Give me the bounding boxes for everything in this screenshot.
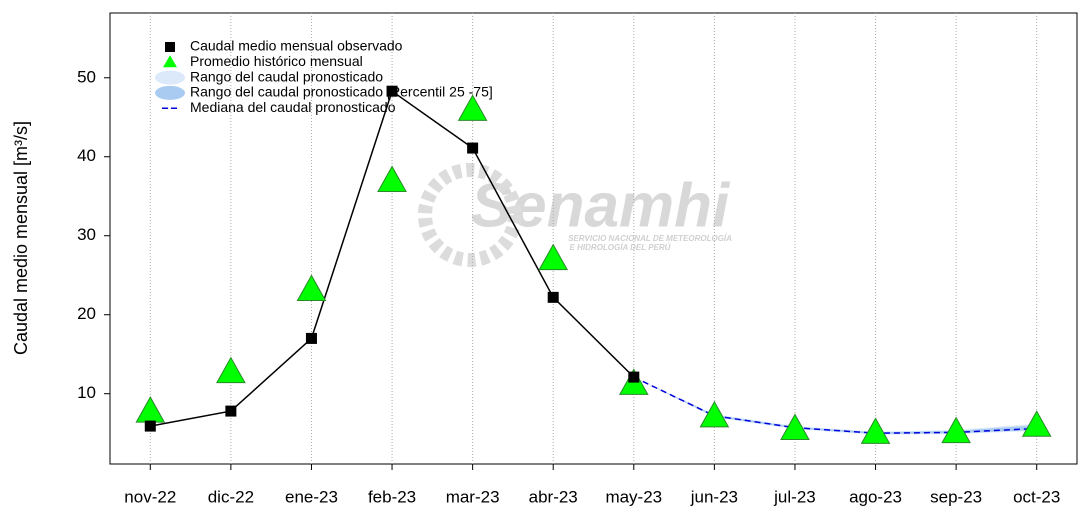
watermark-sub: E HIDROLOGÍA DEL PERÚ [570, 243, 671, 252]
legend-label: Promedio histórico mensual [190, 53, 363, 69]
observed-marker [547, 291, 559, 303]
historical-marker [1021, 410, 1052, 437]
observed-marker [467, 142, 479, 154]
plot-frame [109, 12, 1078, 465]
watermark-sub: SERVICIO NACIONAL DE METEOROLOGÍA [568, 234, 732, 243]
historical-marker [780, 413, 810, 440]
historical-marker [457, 94, 488, 121]
forecast-band [633, 377, 1037, 435]
historical-marker [216, 356, 246, 384]
observed-marker [144, 420, 156, 432]
observed-marker [628, 371, 640, 383]
x-tick-label: mar-23 [446, 487, 500, 506]
historical-marker [941, 416, 971, 444]
legend-label: Rango del caudal pronosticado [190, 68, 383, 84]
watermark-sun [418, 163, 522, 267]
x-tick-label: jun-23 [690, 487, 738, 506]
x-tick-label: may-23 [605, 487, 662, 506]
legend-swatch [165, 42, 175, 52]
y-axis-label: Caudal medio mensual [m³/s] [11, 121, 31, 355]
legend-label: Rango del caudal pronosticado [Percentil… [190, 84, 493, 100]
x-tick-label: nov-22 [124, 487, 176, 506]
y-tick-label: 30 [77, 225, 96, 244]
y-tick-label: 20 [77, 304, 96, 323]
legend-swatch [155, 70, 185, 85]
x-tick-label: sep-23 [930, 487, 982, 506]
x-tick-label: ene-23 [285, 487, 338, 506]
historical-marker [538, 243, 569, 271]
historical-marker [699, 400, 730, 428]
legend-swatch [155, 85, 185, 100]
x-tick-label: ago-23 [849, 487, 902, 506]
median-line [633, 376, 1037, 434]
x-tick-label: dic-22 [208, 487, 254, 506]
observed-marker [386, 85, 398, 97]
forecast-band [633, 377, 1037, 434]
y-tick-label: 50 [77, 67, 96, 86]
historical-marker [135, 396, 166, 423]
observed-marker [305, 332, 317, 344]
legend-label: Mediana del caudal pronosticado [190, 99, 396, 115]
x-tick-label: oct-23 [1013, 487, 1060, 506]
y-tick-label: 40 [77, 146, 96, 165]
x-tick-label: feb-23 [368, 487, 416, 506]
x-tick-label: abr-23 [529, 487, 578, 506]
historical-marker [377, 165, 407, 192]
legend-swatch [163, 55, 177, 68]
legend-label: Caudal medio mensual observado [190, 38, 403, 54]
historical-marker [296, 274, 327, 301]
observed-marker [225, 405, 237, 417]
x-tick-label: jul-23 [773, 487, 816, 506]
y-tick-label: 10 [77, 383, 96, 402]
historical-marker [860, 417, 891, 444]
